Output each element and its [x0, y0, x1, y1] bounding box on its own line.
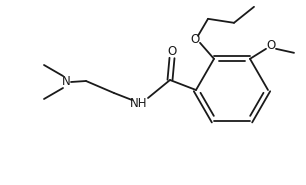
Text: N: N	[62, 75, 70, 88]
Text: NH: NH	[130, 97, 148, 110]
Text: O: O	[167, 45, 177, 58]
Text: O: O	[190, 33, 200, 46]
Text: O: O	[267, 39, 276, 52]
